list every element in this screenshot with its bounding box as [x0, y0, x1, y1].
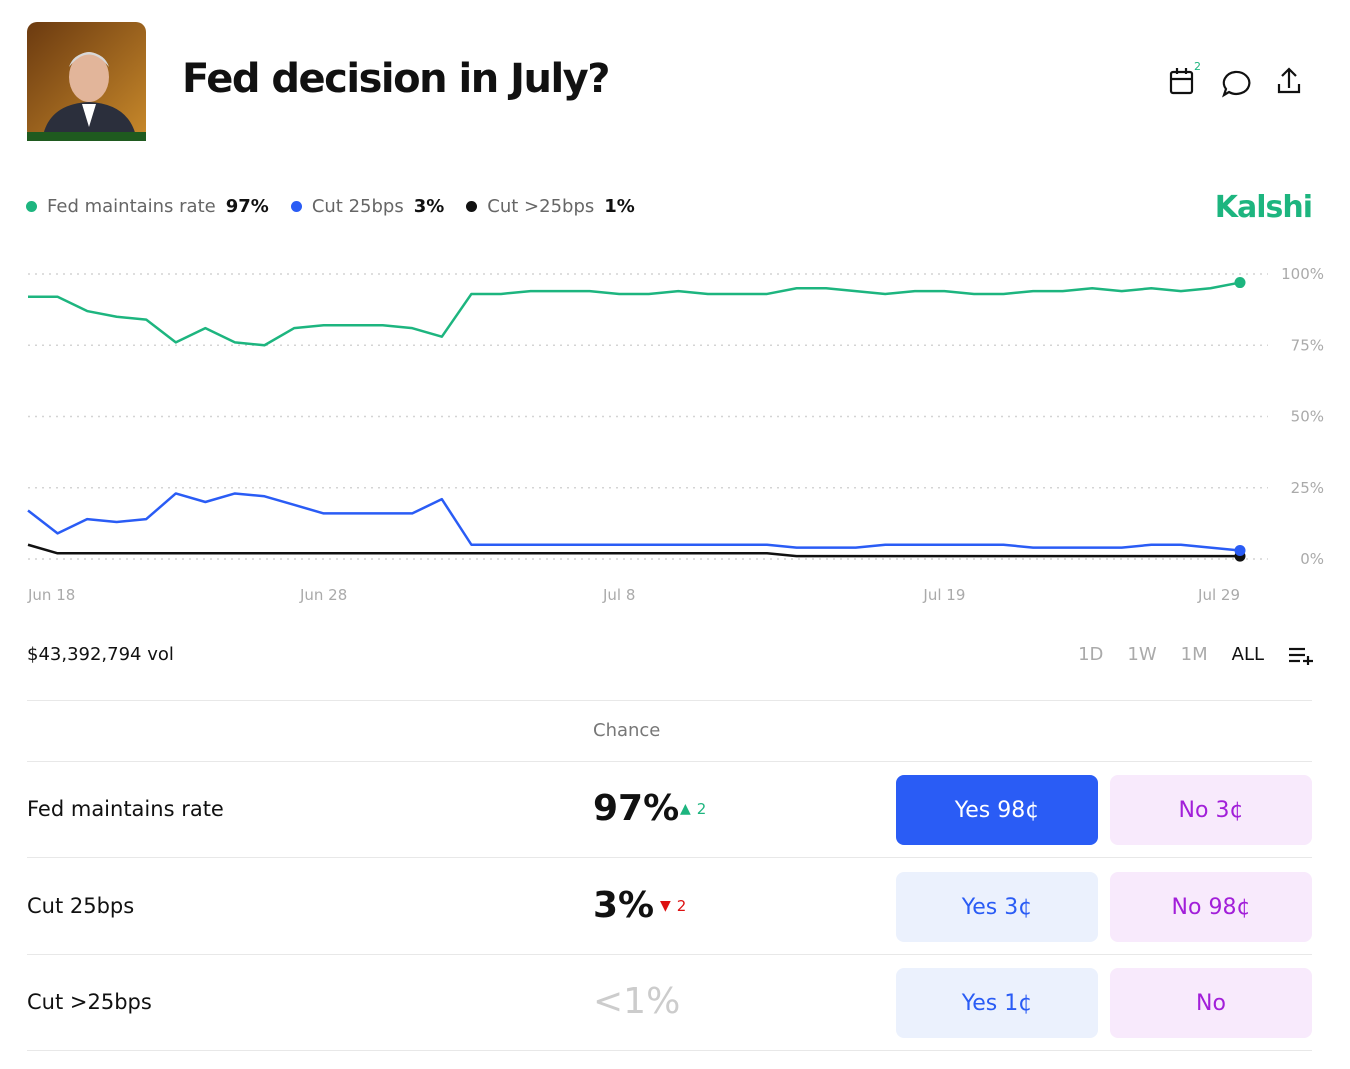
series-line — [27, 492, 1241, 552]
no-button[interactable]: No — [1110, 968, 1312, 1038]
legend-item: Fed maintains rate 97% — [26, 196, 269, 217]
calendar-icon[interactable] — [1169, 68, 1194, 95]
legend-label: Fed maintains rate — [47, 196, 216, 217]
change-arrow: ▼ — [660, 898, 671, 914]
change: ▲ 2 — [680, 800, 706, 818]
range-selector: 1D 1W 1M ALL — [1078, 644, 1314, 665]
range-button[interactable]: 1D — [1078, 644, 1104, 665]
x-tick-label: Jun 28 — [299, 586, 347, 604]
legend-dot — [26, 201, 37, 212]
share-icon[interactable] — [1277, 67, 1301, 94]
legend-item: Cut >25bps 1% — [466, 196, 635, 217]
x-tick-label: Jul 19 — [922, 586, 965, 604]
settings-icon[interactable] — [1288, 645, 1314, 665]
legend-value: 3% — [413, 196, 445, 217]
end-dot — [1234, 544, 1246, 556]
brand: Kalshi — [1214, 190, 1313, 225]
yes-button[interactable]: Yes 3¢ — [896, 872, 1098, 942]
legend: Fed maintains rate 97% Cut 25bps 3% Cut >25b… — [26, 196, 635, 217]
outcome-name: Fed maintains rate — [27, 797, 224, 821]
change-value: 2 — [676, 897, 687, 915]
legend-value: 1% — [604, 196, 635, 217]
chance: <1% — [593, 981, 681, 1022]
chance: 97% — [593, 788, 680, 829]
y-tick-label: 100% — [1281, 265, 1324, 283]
no-button[interactable]: No 3¢ — [1110, 775, 1312, 845]
divider — [27, 700, 1312, 701]
divider — [27, 1050, 1312, 1051]
legend-dot — [466, 201, 478, 212]
x-tick-label: Jun 18 — [27, 586, 75, 604]
change: ▼ 2 — [660, 897, 686, 915]
yes-button[interactable]: Yes 98¢ — [896, 775, 1098, 845]
change-arrow: ▲ — [680, 801, 691, 817]
y-tick-label: 75% — [1291, 336, 1324, 354]
series-line — [27, 543, 1240, 558]
range-button[interactable]: 1M — [1180, 644, 1208, 665]
volume: $43,392,794 vol — [27, 644, 174, 665]
legend-dot — [290, 201, 302, 212]
no-button[interactable]: No 98¢ — [1110, 872, 1312, 942]
legend-label: Cut >25bps — [487, 196, 595, 217]
series-line — [28, 281, 1241, 347]
y-tick-label: 25% — [1291, 479, 1324, 497]
range-button[interactable]: 1W — [1127, 644, 1157, 665]
chance: 3% — [593, 885, 655, 926]
market-image — [27, 22, 146, 141]
outcome-name: Cut >25bps — [27, 990, 152, 1014]
end-dot — [1234, 277, 1246, 289]
title: Fed decision in July? — [182, 56, 610, 102]
x-tick-label: Jul 8 — [602, 586, 635, 604]
toolbar: 2 — [1169, 60, 1301, 98]
legend-item: Cut 25bps 3% — [290, 196, 445, 217]
range-button[interactable]: ALL — [1231, 644, 1264, 665]
divider — [27, 857, 1312, 858]
chart: 0% 25% 50% 75% 100% Jun 18 Jun 28 Jul 8 Jul 19 Ju… — [27, 265, 1324, 604]
outcome-name: Cut 25bps — [27, 894, 135, 918]
legend-label: Cut 25bps — [311, 196, 404, 217]
comment-icon[interactable] — [1222, 70, 1251, 98]
column-header: Chance — [593, 720, 661, 741]
legend-value: 97% — [225, 196, 269, 217]
x-tick-label: Jul 29 — [1197, 586, 1240, 604]
y-tick-label: 0% — [1300, 550, 1324, 568]
badge: 2 — [1194, 60, 1201, 73]
divider — [27, 954, 1312, 955]
y-tick-label: 50% — [1291, 408, 1324, 426]
yes-button[interactable]: Yes 1¢ — [896, 968, 1098, 1038]
change-value: 2 — [696, 800, 707, 818]
divider — [27, 761, 1312, 762]
